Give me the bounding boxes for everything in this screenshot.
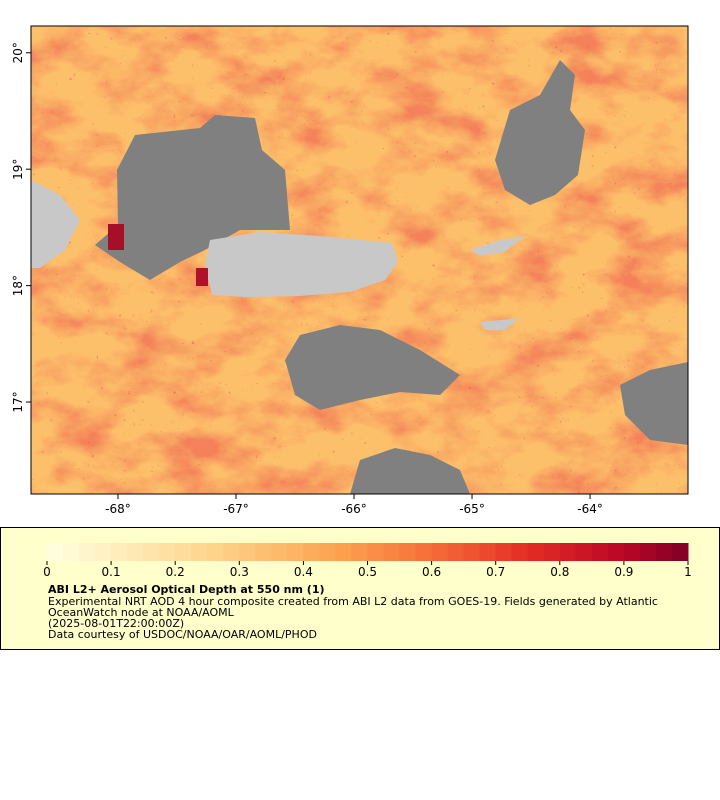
- colorbar-tick-label: 0.8: [550, 565, 569, 579]
- hotspot: [108, 224, 124, 250]
- colorbar-tick-label: 0.2: [166, 565, 185, 579]
- axes: -68° -67° -66° -65° -64° 17° 18° 19° 20°: [11, 42, 603, 516]
- legend-title: ABI L2+ Aerosol Optical Depth at 550 nm …: [48, 583, 325, 596]
- colorbar-tick-label: 0.6: [422, 565, 441, 579]
- colorbar-swatch: [479, 543, 497, 561]
- colorbar-swatch: [463, 543, 481, 561]
- legend-line: (2025-08-01T22:00:00Z): [48, 617, 184, 630]
- colorbar-swatch: [239, 543, 256, 561]
- no-data-region: [620, 362, 688, 445]
- colorbar-swatch: [511, 543, 529, 561]
- no-data-region: [495, 60, 585, 205]
- colorbar-swatch: [47, 543, 64, 561]
- island: [205, 232, 398, 297]
- colorbar-swatch: [447, 543, 465, 561]
- colorbar-swatch: [655, 543, 673, 561]
- no-data-region: [350, 448, 470, 494]
- x-tick-label: -66°: [341, 502, 367, 516]
- colorbar-swatch: [95, 543, 112, 561]
- colorbar-swatch: [639, 543, 657, 561]
- colorbar-swatch: [111, 543, 128, 561]
- no-data-region: [95, 115, 290, 280]
- map-area: [31, 26, 688, 494]
- colorbar-swatch: [175, 543, 192, 561]
- colorbar-swatch: [319, 543, 336, 561]
- colorbar-tick-label: 0: [43, 565, 51, 579]
- colorbar-tick-label: 0.9: [614, 565, 633, 579]
- colorbar-swatch: [79, 543, 96, 561]
- colorbar-swatch: [191, 543, 208, 561]
- colorbar-swatch: [287, 543, 304, 561]
- legend-line: OceanWatch node at NOAA/AOML: [48, 606, 235, 619]
- y-tick-label: 19°: [11, 159, 25, 180]
- colorbar-swatch: [223, 543, 240, 561]
- y-tick-label: 18°: [11, 275, 25, 296]
- colorbar-swatch: [159, 543, 176, 561]
- colorbar-swatch: [271, 543, 288, 561]
- colorbar-tick-label: 0.3: [230, 565, 249, 579]
- colorbar: 0 0.1 0.2 0.3 0.4 0.5 0.6 0.7 0.8 0.9 1: [43, 543, 692, 579]
- colorbar-swatch: [63, 543, 80, 561]
- colorbar-swatch: [399, 543, 417, 561]
- legend-line: Experimental NRT AOD 4 hour composite cr…: [48, 595, 658, 608]
- x-tick-label: -68°: [105, 502, 131, 516]
- legend-line: Data courtesy of USDOC/NOAA/OAR/AOML/PHO…: [48, 628, 317, 641]
- hotspot: [196, 268, 208, 286]
- x-tick-label: -64°: [577, 502, 603, 516]
- colorbar-swatch: [575, 543, 593, 561]
- colorbar-tick-label: 0.5: [358, 565, 377, 579]
- colorbar-swatch: [623, 543, 641, 561]
- y-tick-label: 17°: [11, 391, 25, 412]
- x-tick-label: -65°: [459, 502, 485, 516]
- colorbar-tick-label: 0.7: [486, 565, 505, 579]
- x-tick-label: -67°: [223, 502, 249, 516]
- colorbar-swatch: [495, 543, 513, 561]
- colorbar-swatch: [383, 543, 401, 561]
- colorbar-tick-label: 0.1: [102, 565, 121, 579]
- colorbar-swatch: [543, 543, 561, 561]
- no-data-region: [285, 325, 460, 410]
- no-data: [95, 60, 688, 494]
- colorbar-swatch: [127, 543, 144, 561]
- colorbar-swatch: [527, 543, 545, 561]
- colorbar-swatch: [671, 543, 689, 561]
- colorbar-swatch: [559, 543, 577, 561]
- island: [470, 236, 525, 256]
- colorbar-swatch: [255, 543, 272, 561]
- colorbar-swatch: [143, 543, 160, 561]
- colorbar-swatch: [303, 543, 320, 561]
- map-frame: [30, 25, 689, 495]
- colorbar-swatch: [351, 543, 368, 561]
- colorbar-swatch: [207, 543, 224, 561]
- colorbar-swatch: [415, 543, 433, 561]
- colorbar-swatch: [431, 543, 449, 561]
- island: [31, 180, 80, 268]
- colorbar-tick-label: 1: [684, 565, 692, 579]
- colorbar-tick-label: 0.4: [294, 565, 313, 579]
- colorbar-swatch: [335, 543, 352, 561]
- land: [31, 180, 525, 330]
- colorbar-swatch: [607, 543, 625, 561]
- island: [480, 318, 520, 330]
- colorbar-swatch: [591, 543, 609, 561]
- colorbar-swatch: [367, 543, 385, 561]
- y-tick-label: 20°: [11, 42, 25, 63]
